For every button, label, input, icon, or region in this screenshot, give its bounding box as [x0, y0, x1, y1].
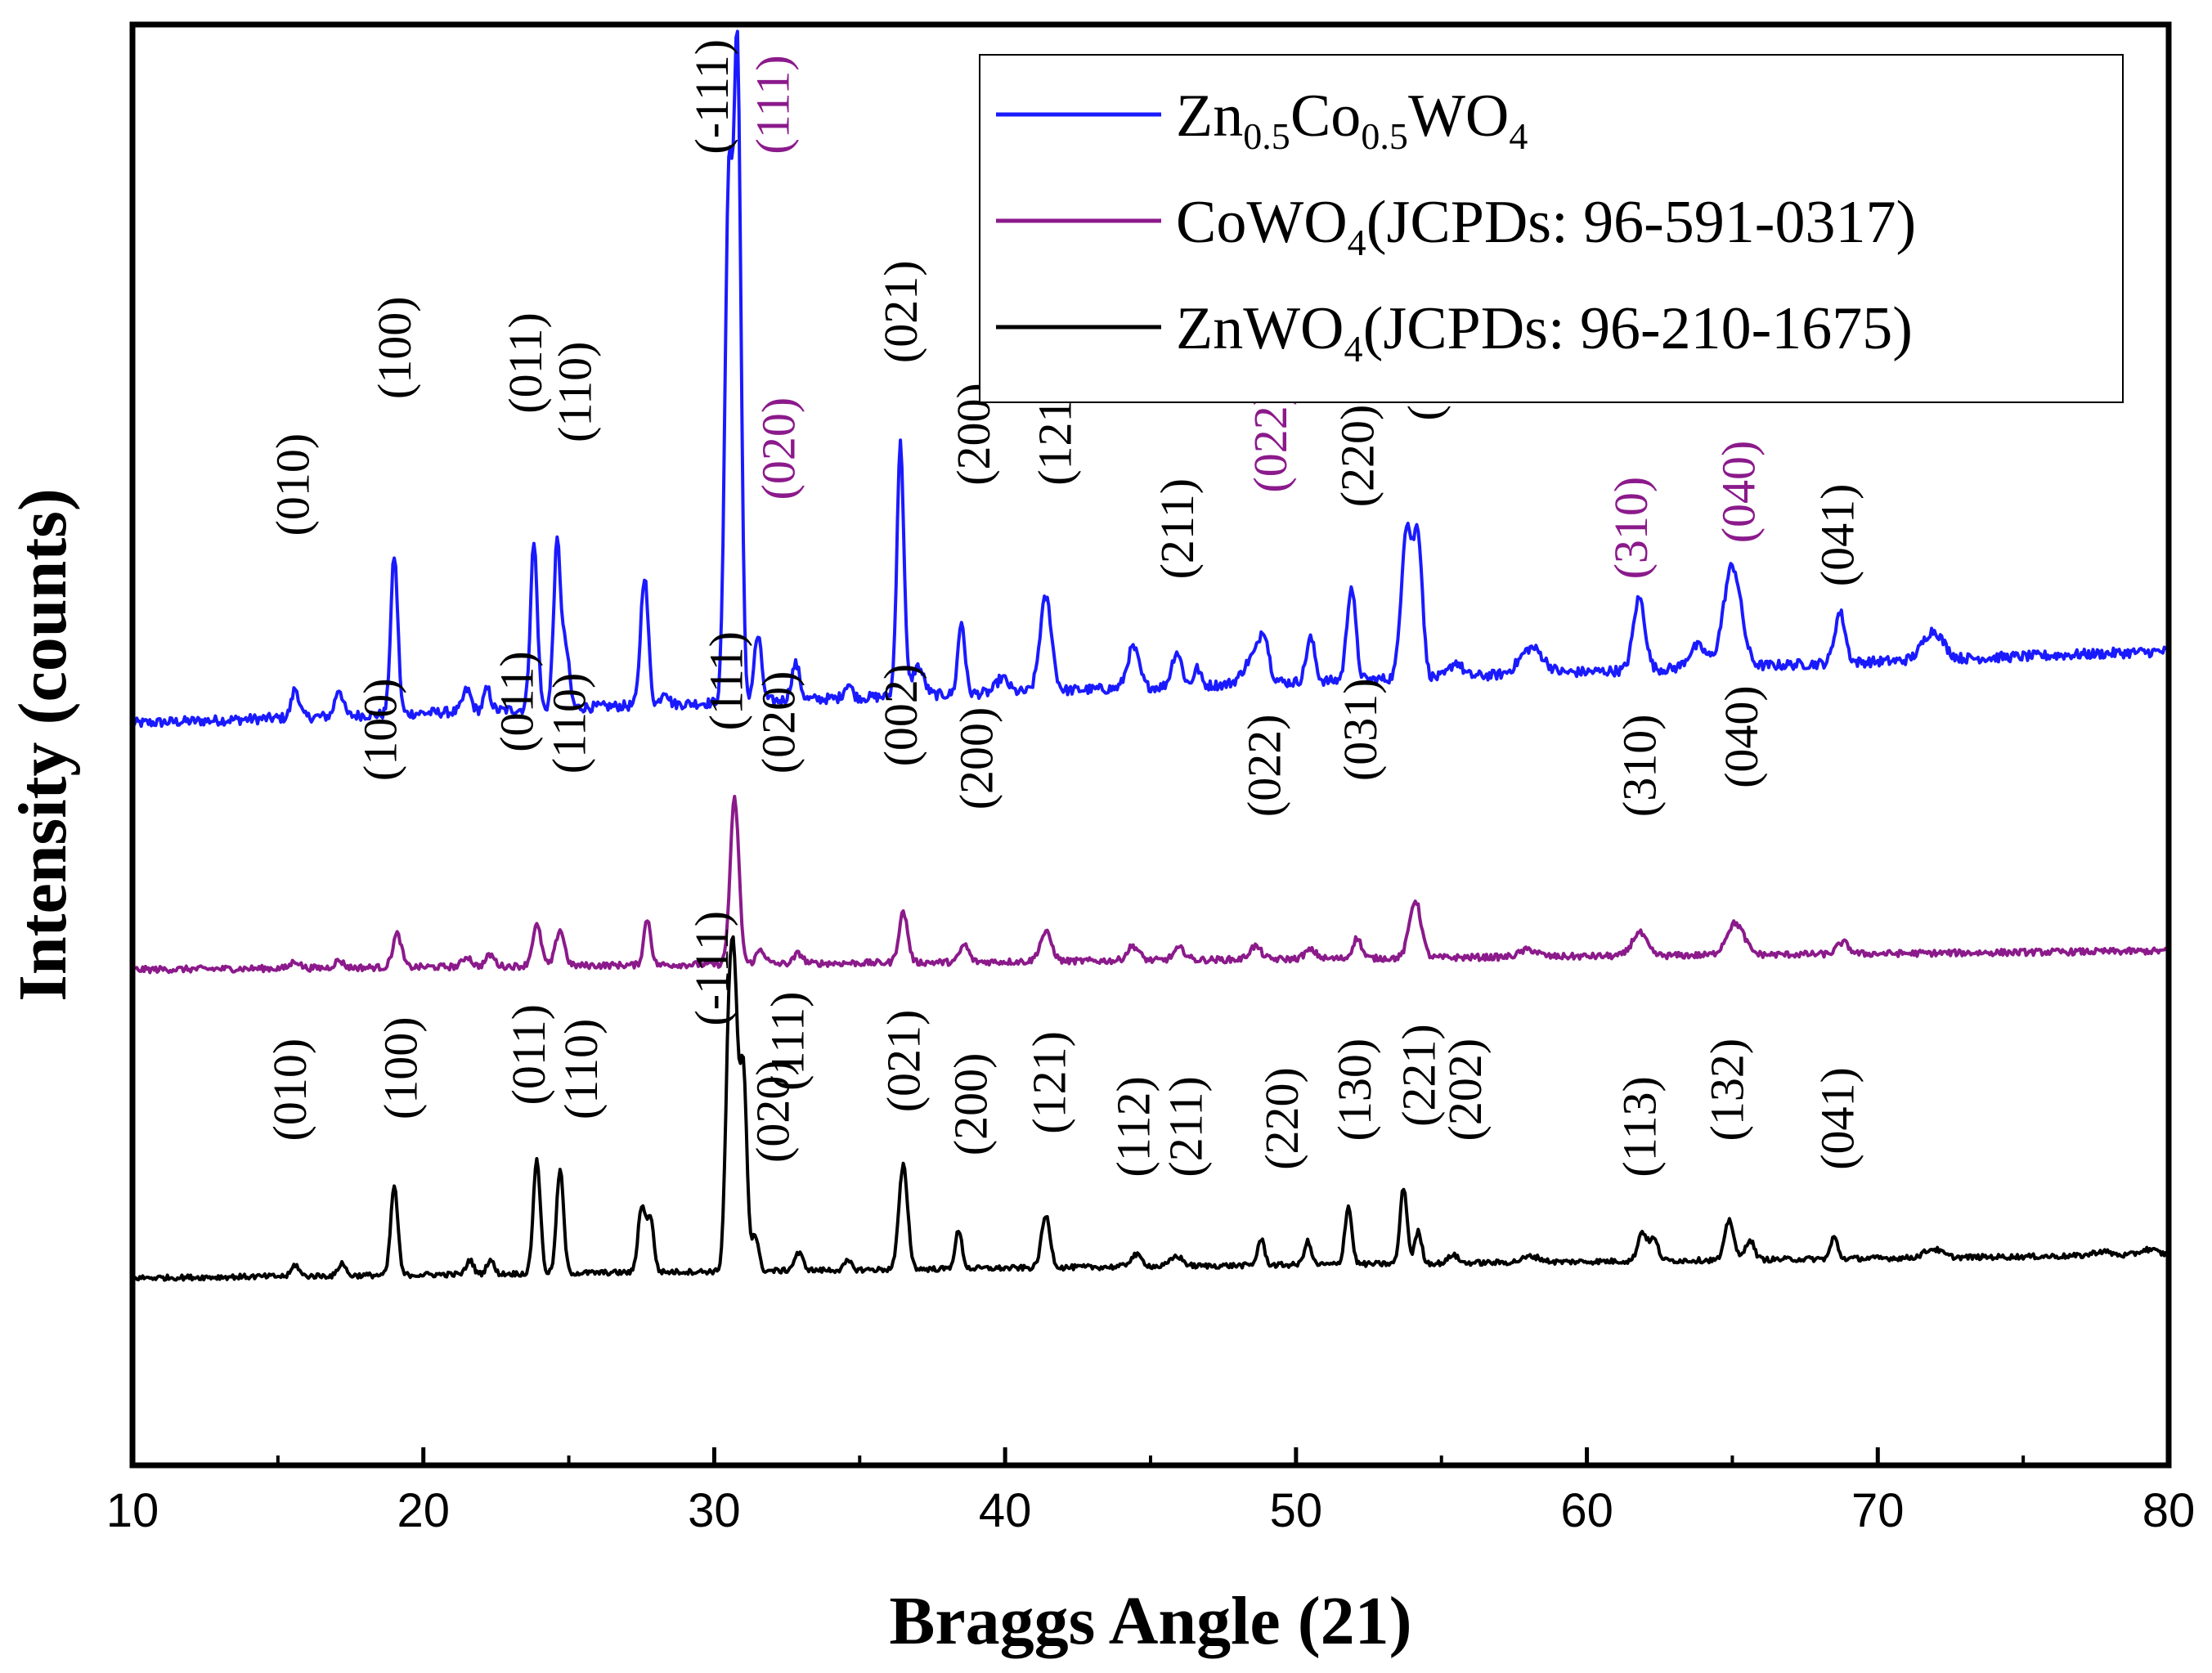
legend-label: CoWO4 (JCPDs: 96-591-0317) [1176, 189, 1916, 263]
legend-label: Zn0.5 Co0.5 WO4 [1176, 83, 1528, 157]
peak-label: (100) [353, 678, 406, 781]
series-layer [131, 29, 2170, 1282]
peak-label: (010) [263, 1038, 316, 1141]
peak-label: (110) [554, 1019, 608, 1119]
peak-label: (040) [1712, 441, 1766, 544]
x-axis-ticks: 10 20 30 40 50 60 70 80 [106, 1447, 2196, 1537]
peak-label: (022) [1238, 714, 1291, 817]
peak-label: (040) [1715, 685, 1768, 788]
legend: Zn0.5 Co0.5 WO4 CoWO4 (JCPDs: 96-591-031… [979, 54, 2124, 403]
peak-label: (132) [1700, 1038, 1753, 1141]
peak-label: (002) [874, 664, 927, 767]
peak-label: (200) [950, 707, 1003, 810]
peak-label: (100) [374, 1016, 427, 1119]
peak-label: (110) [543, 673, 596, 774]
peak-label: (111) [700, 631, 753, 730]
peak-label: (111) [761, 992, 814, 1091]
peak-label: (-111) [685, 911, 738, 1026]
x-tick-label: 20 [397, 1484, 450, 1537]
series-line-znwo4 [132, 935, 2170, 1282]
x-tick-label: 40 [979, 1484, 1032, 1537]
peak-label: (020) [752, 671, 805, 774]
peak-label: (110) [549, 342, 602, 442]
legend-label: ZnWO4 (JCPDs: 96-210-1675) [1176, 295, 1913, 370]
x-tick-label: 70 [1851, 1484, 1905, 1537]
peak-label: (020) [752, 397, 805, 500]
x-tick-label: 50 [1270, 1484, 1323, 1537]
peak-label: (022) [1244, 390, 1297, 493]
peak-label: (310) [1604, 477, 1658, 580]
peak-label: (200) [944, 1053, 998, 1156]
peak-label: (031) [1334, 678, 1387, 781]
peak-label: (021) [877, 1010, 931, 1113]
plot-frame [129, 21, 2172, 1469]
peak-label: (220) [1255, 1067, 1308, 1170]
peak-label: (111) [747, 55, 800, 154]
peak-label: (011) [502, 1004, 555, 1105]
x-tick-label: 80 [2142, 1484, 2196, 1537]
x-tick-label: 60 [1560, 1484, 1613, 1537]
x-tick-label: 10 [106, 1484, 159, 1537]
peak-label: (011) [491, 651, 544, 751]
x-tick-label: 30 [688, 1484, 741, 1537]
x-axis-title: Braggs Angle (21) [889, 1583, 1411, 1659]
peak-label: (113) [1613, 1076, 1667, 1177]
peak-label: (310) [1613, 714, 1667, 817]
peak-annotations: (010)(100) (011)(110)(-111) (111)(020)(021… [263, 39, 1864, 1177]
peak-label: (010) [267, 433, 320, 536]
peak-label: (-111) [685, 39, 738, 155]
peak-label: (202) [1438, 1038, 1492, 1141]
peak-label: (021) [874, 260, 927, 363]
peak-label: (041) [1811, 1067, 1864, 1170]
peak-label: (100) [368, 296, 421, 399]
peak-label: (221) [1392, 1024, 1445, 1127]
peak-label: (211) [1160, 1076, 1213, 1177]
peak-label: (020) [747, 1060, 800, 1163]
peak-label: (041) [1811, 484, 1864, 587]
series-line-zn0-5co0-5wo4 [131, 29, 2169, 729]
y-axis-title: Intensity (counts) [5, 488, 81, 1002]
peak-label: (211) [1151, 478, 1204, 579]
peak-label: (121) [1023, 1031, 1076, 1134]
peak-label: (220) [1331, 405, 1384, 508]
series-line-cowo4 [131, 795, 2169, 975]
peak-label: (112) [1107, 1076, 1160, 1177]
legend-box [979, 54, 2124, 403]
peak-label: (011) [499, 312, 552, 413]
peak-label: (130) [1328, 1038, 1381, 1141]
